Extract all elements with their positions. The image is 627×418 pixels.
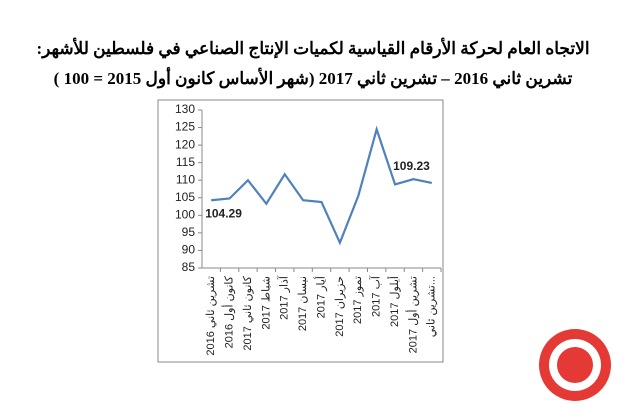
- x-tick-label: نيسان 2017: [297, 276, 309, 331]
- x-tick-label: تشرين أول 2017: [405, 276, 419, 353]
- x-tick-label: تموز 2017: [352, 276, 364, 324]
- value-label: 109.23: [393, 159, 430, 173]
- x-tick-label: تشرين ثاني...: [426, 276, 438, 337]
- y-tick-label: 130: [175, 102, 195, 116]
- logo: [539, 329, 611, 401]
- x-tick-label: حزيران 2017: [334, 276, 346, 337]
- y-tick-label: 110: [176, 172, 195, 186]
- y-tick-label: 125: [175, 120, 195, 134]
- line: [211, 125, 433, 246]
- x-tick-label: أيار 2017: [313, 276, 327, 318]
- chart-frame: [157, 99, 444, 363]
- y-tick-label: 115: [176, 155, 195, 169]
- y-tick-label: 85: [182, 260, 196, 274]
- y-tick-label: 105: [175, 190, 195, 204]
- y-tick-label: 95: [182, 225, 196, 239]
- x-tick-label: أيلول 2017: [387, 276, 401, 327]
- x-tick-label: كانون أول 2016: [221, 275, 235, 348]
- x-tick-label: تشرين ثاني 2016: [205, 276, 217, 356]
- chart-subtitle: تشرين ثاني 2016 – تشرين ثاني 2017 (شهر ا…: [54, 66, 573, 89]
- value-label: 104.29: [205, 206, 242, 220]
- x-tick-label: آب 2017: [370, 275, 383, 317]
- y-tick-label: 90: [182, 243, 196, 257]
- chart-title: الاتجاه العام لحركة الأرقام القياسية لكم…: [36, 37, 589, 59]
- x-tick-label: كانون ثاني 2017: [242, 275, 254, 350]
- y-tick-label: 120: [175, 137, 195, 151]
- x-tick-label: شباط 2017: [260, 276, 272, 330]
- y-tick-label: 100: [175, 208, 195, 222]
- x-tick-label: آذار 2017: [278, 275, 291, 320]
